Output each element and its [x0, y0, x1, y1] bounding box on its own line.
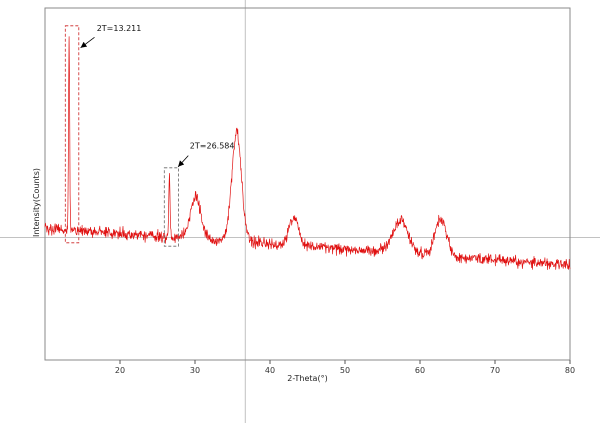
- annotation-label-1: 2T=13.211: [97, 24, 142, 33]
- annotation-arrow-1: [80, 36, 95, 49]
- peak-marker-box-1: [64, 25, 80, 244]
- annotation-label-2: 2T=26.584: [190, 142, 235, 151]
- xrd-trace: [44, 36, 571, 270]
- plot-frame: [44, 7, 571, 361]
- peak-marker-box-2: [163, 167, 180, 247]
- x-tick-label: 50: [340, 366, 350, 375]
- x-tick-label: 70: [490, 366, 500, 375]
- x-tick-label: 80: [565, 366, 575, 375]
- y-axis-label: Intensity(Counts): [32, 168, 41, 237]
- x-tick-label: 60: [415, 366, 425, 375]
- x-tick-label: 20: [115, 366, 125, 375]
- x-tick-label: 30: [190, 366, 200, 375]
- x-axis-label: 2-Theta(°): [287, 374, 328, 383]
- x-tick-label: 40: [265, 366, 275, 375]
- annotation-arrow-2: [177, 155, 189, 168]
